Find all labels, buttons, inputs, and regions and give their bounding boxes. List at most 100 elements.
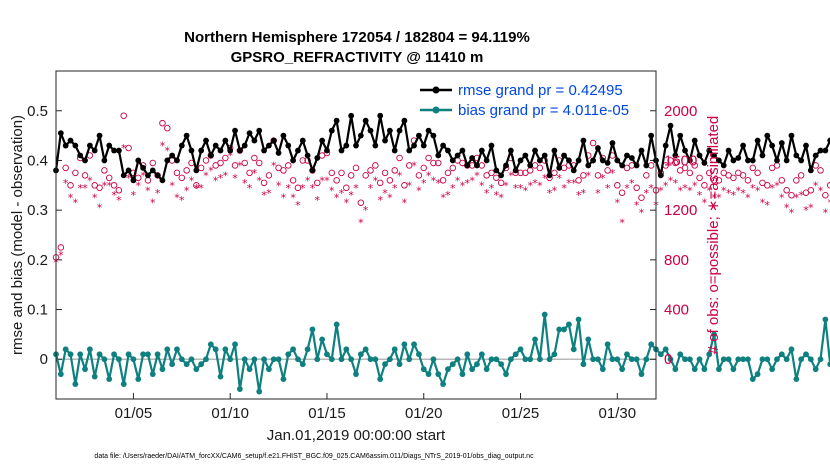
rmse-point	[730, 157, 737, 164]
rmse-point	[241, 142, 248, 149]
obs-assimilated-point: *	[706, 184, 712, 197]
y-axis-label: rmse and bias (model - observation)	[9, 115, 26, 355]
rmse-point	[391, 147, 398, 154]
obs-assimilated-point: *	[682, 182, 688, 195]
obs-possible-point	[280, 167, 287, 174]
bias-point	[338, 356, 345, 363]
bias-point	[101, 356, 108, 363]
rmse-point	[435, 152, 442, 159]
obs-assimilated-point: *	[169, 179, 175, 192]
bias-point	[619, 366, 626, 373]
bias-point	[57, 371, 64, 378]
obs-possible-point	[401, 182, 408, 189]
x-tick-label: 01/15	[308, 405, 346, 422]
bias-point	[367, 356, 374, 363]
bias-point	[691, 366, 698, 373]
bias-point	[827, 361, 830, 368]
obs-possible-point	[405, 162, 413, 169]
obs-assimilated-point: *	[644, 187, 650, 200]
obs-assimilated-point: *	[286, 182, 292, 195]
bias-point	[430, 356, 437, 363]
bias-point	[464, 351, 471, 358]
obs-possible-point	[449, 164, 457, 172]
obs-assimilated-point: *	[397, 169, 403, 182]
obs-assimilated-point: *	[542, 172, 548, 185]
bias-point	[459, 371, 466, 378]
rmse-point	[353, 142, 359, 149]
bias-point	[522, 356, 529, 363]
rmse-point	[386, 127, 393, 134]
rmse-point	[275, 150, 282, 156]
bias-point	[609, 356, 616, 363]
obs-possible-point	[744, 177, 752, 184]
obs-possible-point	[691, 162, 698, 169]
bias-point	[183, 361, 190, 368]
rmse-point	[778, 140, 785, 146]
rmse-point	[711, 152, 717, 159]
bias-point	[488, 356, 495, 363]
bias-point	[454, 356, 461, 363]
rmse-point	[498, 172, 505, 179]
rmse-point	[454, 152, 461, 159]
obs-possible-point	[701, 182, 708, 189]
bias-point	[536, 356, 543, 363]
bias-point	[493, 356, 500, 363]
bias-point	[280, 376, 287, 383]
bias-point	[474, 361, 480, 368]
obs-assimilated-point: *	[136, 179, 142, 192]
bias-point	[270, 356, 277, 363]
bias-point	[357, 351, 364, 358]
obs-possible-point	[338, 169, 345, 177]
bias-point	[145, 351, 151, 358]
obs-possible-point	[672, 159, 679, 167]
bias-point	[561, 326, 567, 333]
obs-possible-point	[439, 177, 447, 184]
obs-assimilated-point: *	[721, 184, 727, 197]
bias-point	[662, 346, 669, 353]
rmse-point	[749, 157, 756, 164]
rmse-point	[517, 157, 524, 164]
bias-point	[169, 361, 176, 368]
bias-point	[701, 366, 708, 373]
obs-assimilated-point: *	[324, 174, 330, 187]
bias-point	[67, 351, 74, 358]
obs-possible-point	[681, 164, 689, 172]
rmse-point	[96, 132, 103, 139]
obs-assimilated-point: *	[677, 184, 683, 197]
rmse-point	[541, 152, 548, 159]
bias-point	[377, 376, 384, 383]
y2-tick-label: 400	[664, 302, 689, 319]
bias-point	[135, 376, 142, 383]
bias-point	[745, 356, 751, 363]
obs-possible-point	[580, 172, 587, 179]
obs-possible-point	[517, 169, 524, 177]
obs-assimilated-point: *	[198, 182, 204, 195]
obs-possible-point	[773, 162, 781, 169]
obs-possible-point	[144, 177, 152, 184]
rmse-point	[72, 142, 79, 149]
rmse-point	[270, 137, 277, 144]
obs-assimilated-point: *	[300, 182, 306, 195]
obs-assimilated-point: *	[242, 177, 248, 190]
obs-assimilated-point: *	[203, 169, 209, 182]
rmse-point	[609, 140, 616, 146]
obs-assimilated-point: *	[227, 149, 233, 162]
bias-point	[227, 356, 234, 363]
obs-assimilated-point: *	[126, 172, 132, 185]
obs-assimilated-point: *	[537, 179, 543, 192]
obs-assimilated-point: *	[823, 207, 829, 220]
bias-point	[657, 351, 664, 358]
rmse-point	[304, 152, 311, 159]
bias-point	[82, 366, 88, 373]
rmse-point	[507, 147, 514, 154]
bias-point	[299, 361, 306, 368]
obs-possible-point	[783, 187, 790, 194]
obs-assimilated-point: *	[774, 179, 780, 192]
obs-possible-point	[788, 191, 795, 199]
chart-title: Northern Hemisphere 172054 / 182804 = 94…	[184, 29, 530, 46]
bias-point	[382, 361, 388, 368]
obs-assimilated-point: *	[818, 184, 824, 197]
bias-point	[812, 366, 819, 373]
rmse-point	[483, 157, 490, 164]
